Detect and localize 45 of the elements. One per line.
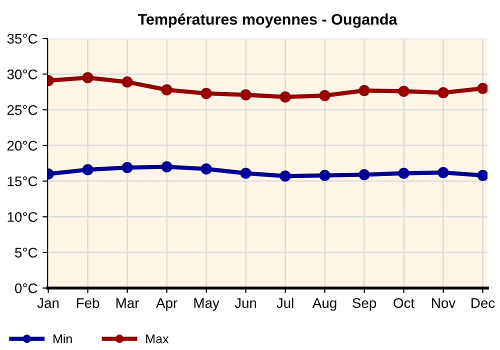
point (122, 76, 133, 88)
point (398, 86, 410, 97)
x-tick-label: Mar (116, 298, 140, 308)
legend-label: Max (146, 334, 169, 344)
y-tick-label: 30°C (7, 69, 38, 80)
x-tick-label: Jun (234, 298, 256, 308)
x-tick-label: May (194, 298, 220, 311)
point (358, 84, 370, 96)
point (438, 166, 449, 178)
point (200, 88, 212, 99)
y-tick-label: 5°C (15, 248, 38, 258)
point (438, 87, 449, 98)
y-tick-label: 15°C (8, 176, 38, 186)
point (161, 84, 172, 96)
y-tick-label: 10°C (8, 212, 38, 222)
legend-label: Min (54, 334, 72, 344)
point (319, 90, 330, 102)
point (358, 169, 370, 180)
point (280, 91, 291, 103)
x-tick-label: Feb (76, 298, 100, 308)
point (240, 89, 252, 100)
point (398, 168, 410, 179)
x-tick-label: Nov (432, 298, 456, 308)
x-tick-label: Jul (276, 298, 294, 308)
y-tick-label: 35°C (7, 34, 38, 44)
x-tick-label: Dec (472, 298, 495, 308)
point (200, 163, 212, 175)
y-tick-label: 20°C (7, 140, 38, 151)
point (161, 161, 172, 172)
x-tick-label: Jan (37, 298, 59, 308)
point (82, 164, 94, 176)
x-tick-label: Apr (156, 298, 178, 311)
point (319, 170, 330, 181)
point (477, 170, 488, 181)
x-tick-label: Oct (394, 298, 414, 308)
point (82, 72, 94, 84)
point (477, 82, 488, 94)
point (280, 170, 291, 182)
point (122, 162, 133, 174)
point (240, 168, 252, 179)
x-tick-label: Aug (312, 298, 336, 311)
chart-title: Températures moyennes - Ouganda (138, 13, 398, 28)
y-tick-label: 25°C (7, 105, 38, 115)
x-tick-label: Sep (352, 298, 376, 311)
y-tick-label: 0°C (15, 283, 38, 294)
